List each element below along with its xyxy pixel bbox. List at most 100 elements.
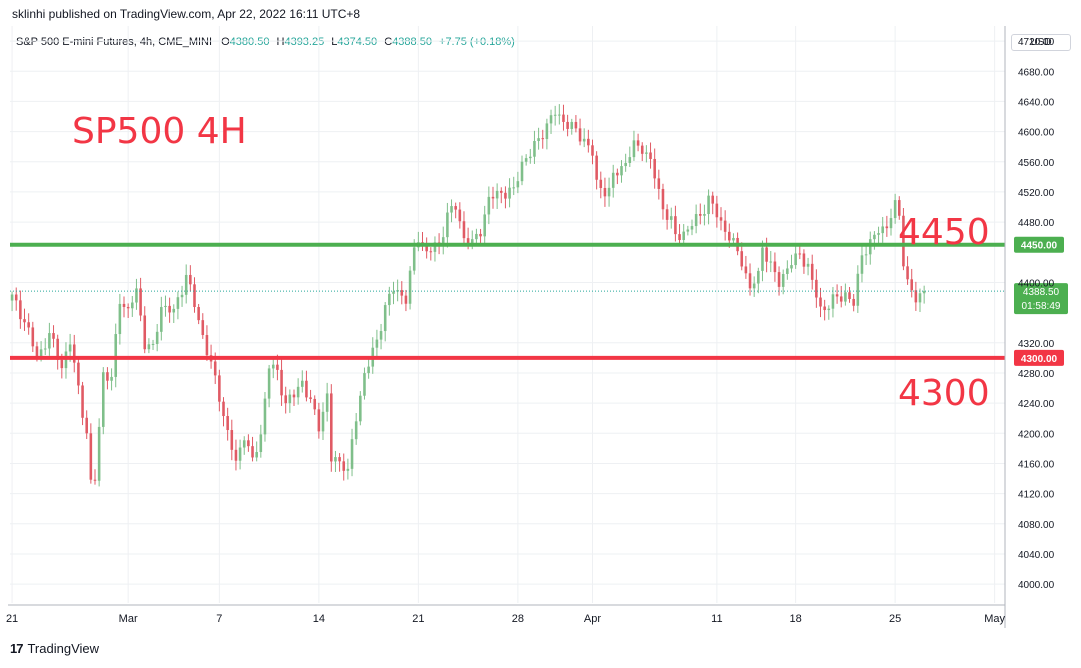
candle-body [251,446,254,458]
candle-body [757,270,760,284]
last-price-label: 4388.50 [1023,287,1060,298]
candle-body [126,306,130,309]
candle-body [723,220,727,232]
candle-body [462,221,466,239]
candle-body [570,121,574,129]
candle-body [400,290,404,296]
candle-body [118,303,122,335]
candle-body [603,187,607,197]
candle-body [918,293,922,303]
y-tick-label: 4080.00 [1018,520,1055,531]
y-tick-label: 4680.00 [1018,67,1055,78]
candle-body [470,239,474,246]
candle-body [180,294,184,298]
candle-body [620,166,623,176]
candle-body [429,251,433,253]
footer-brand[interactable]: 17 TradingView [10,641,99,656]
candle-body [777,272,781,287]
candle-body [280,369,283,396]
high-value: 4393.25 [284,36,325,48]
candle-body [587,138,590,146]
candle-body [284,395,287,404]
candle-body [806,263,810,267]
candle-body [305,380,308,398]
candle-body [616,172,619,176]
candle-body [139,288,142,316]
candle-body [114,334,118,377]
y-tick-label: 4720.00 [1018,37,1055,48]
candle-body [325,393,329,412]
candle-body [205,335,209,356]
candle-body [558,114,561,116]
y-tick-label: 4600.00 [1018,128,1055,139]
candle-body [574,121,578,129]
candle-body [147,344,151,350]
candle-body [172,308,176,313]
candle-body [711,195,715,204]
candle-body [31,327,35,347]
x-tick-label: 28 [512,613,524,625]
candle-body [885,226,889,229]
candle-body [868,239,872,255]
candle-body [43,348,47,350]
candle-body [694,214,698,227]
candle-body [545,123,549,140]
candle-body [839,296,843,302]
candle-body [375,339,379,348]
candle-body [902,215,905,267]
low-value: 4374.50 [337,36,378,48]
candle-body [334,457,337,462]
candle-body [566,121,569,129]
candle-body [131,302,134,309]
candle-body [363,373,366,396]
candle-body [740,251,744,267]
candle-body [388,293,391,306]
candle-body [350,439,354,469]
annotation-4300: 4300 [898,373,990,414]
candle-body [508,187,511,199]
x-tick-label: 21 [6,613,18,625]
candle-body [881,226,884,234]
x-tick-label: 11 [711,613,722,625]
candle-body [14,294,18,301]
candle-body [893,200,897,219]
candle-body [48,333,51,349]
candle-body [769,261,773,263]
candle-body [499,190,503,193]
candle-body [678,234,681,241]
symbol-name: S&P 500 E-mini Futures, 4h, CME_MINI [16,36,213,48]
candle-body [135,288,138,303]
candle-body [383,305,387,332]
candle-body [247,440,250,447]
y-tick-label: 4040.00 [1018,550,1055,561]
candle-body [802,253,806,267]
change-value: +7.75 (+0.18%) [439,36,515,48]
candle-body [732,237,735,241]
candle-body [827,308,831,311]
low-label: L [331,36,338,48]
candle-body [359,395,362,422]
candle-body [296,386,300,398]
candle-body [39,349,43,358]
candle-body [60,359,64,369]
y-tick-label: 4240.00 [1018,399,1055,410]
candle-body [259,434,263,453]
candle-body [97,426,101,481]
candle-body [218,375,221,402]
candle-body [703,214,706,216]
candle-body [761,247,764,271]
chart-annotation-title: SP500 4H [72,111,247,152]
candle-body [611,172,615,188]
currency-button[interactable]: USD [1011,34,1071,51]
candle-body [271,364,275,369]
candle-body [379,331,383,340]
candle-body [529,156,532,159]
candle-body [781,273,785,287]
candle-body [599,179,603,188]
candle-body [831,294,835,309]
candle-body [533,141,536,157]
y-tick-label: 4640.00 [1018,97,1055,108]
candle-body [317,409,321,432]
candle-body [81,385,84,418]
